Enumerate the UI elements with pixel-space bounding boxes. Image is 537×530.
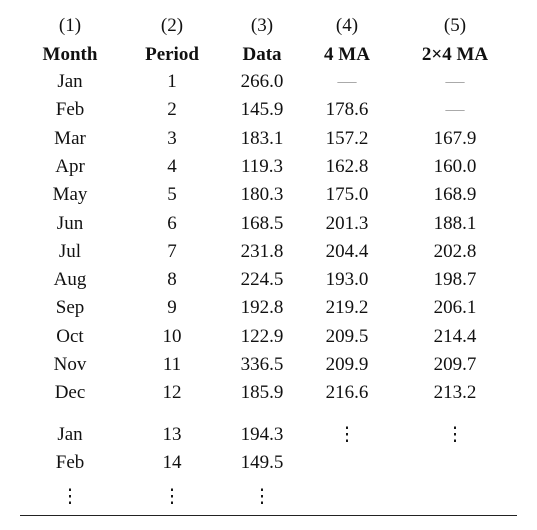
table-cell: 213.2 xyxy=(433,382,477,404)
table-cell: 13 xyxy=(162,424,182,445)
table-cell: 11 xyxy=(162,354,182,375)
column-header: 4 MA xyxy=(324,44,370,65)
table-cell: 202.8 xyxy=(433,240,477,262)
table-cell: ⋮ xyxy=(445,424,465,446)
column-header: Month xyxy=(42,44,98,65)
table-cell: 224.5 xyxy=(240,269,284,291)
table-cell: 192.8 xyxy=(240,297,284,319)
table-cell: Nov xyxy=(53,354,87,375)
table-cell: 198.7 xyxy=(433,269,477,291)
column-header: Data xyxy=(242,44,282,65)
table-cell: 193.0 xyxy=(325,269,369,291)
table-cell: ⋮ xyxy=(337,424,357,446)
table-cell: 168.9 xyxy=(433,184,477,206)
column-number: (2) xyxy=(160,15,184,36)
table-cell: 168.5 xyxy=(240,212,284,234)
table-cell: Jul xyxy=(58,240,82,262)
table-cell: 180.3 xyxy=(240,184,284,206)
table-cell: Jan xyxy=(57,424,83,445)
column-number: (5) xyxy=(443,15,467,36)
table-cell: 231.8 xyxy=(240,240,284,262)
table-cell: 1 xyxy=(167,71,177,92)
table-cell: 2 xyxy=(167,99,177,121)
table-cell: 160.0 xyxy=(433,155,477,177)
table-cell: 209.9 xyxy=(325,354,369,375)
table-cell: 178.6 xyxy=(325,99,369,121)
table-cell: 122.9 xyxy=(240,325,284,347)
table-cell: ⋮ xyxy=(252,486,272,508)
table-cell: 167.9 xyxy=(433,127,477,149)
table-cell: 9 xyxy=(167,297,177,319)
table-cell: 6 xyxy=(167,212,177,234)
table-cell: — xyxy=(445,71,465,92)
table-cell: 336.5 xyxy=(240,354,284,375)
table-cell: 12 xyxy=(162,382,182,404)
table-cell: — xyxy=(337,71,357,92)
table-cell: 209.5 xyxy=(325,325,369,347)
table-cell: Feb xyxy=(55,99,85,121)
table-cell: Aug xyxy=(53,269,87,291)
table-cell: 188.1 xyxy=(433,212,477,234)
column-header: 2×4 MA xyxy=(421,44,489,65)
table-cell: Jun xyxy=(56,212,84,234)
table-cell: 214.4 xyxy=(433,325,477,347)
table-cell: Dec xyxy=(54,382,86,404)
table-cell: 7 xyxy=(167,240,177,262)
table-cell: Mar xyxy=(54,127,86,149)
table-cell: — xyxy=(445,99,465,121)
table-cell: 145.9 xyxy=(240,99,284,121)
table-cell: 149.5 xyxy=(240,452,284,473)
table-cell: Jan xyxy=(57,71,83,92)
table-cell: 8 xyxy=(167,269,177,291)
table-cell: 5 xyxy=(167,184,177,206)
column-number: (1) xyxy=(58,15,82,36)
table-cell: 185.9 xyxy=(240,382,284,404)
table-cell: 206.1 xyxy=(433,297,477,319)
table-cell: 209.7 xyxy=(433,354,477,375)
table-cell: Sep xyxy=(55,297,85,319)
bottom-rule xyxy=(20,515,517,516)
table-cell: Apr xyxy=(55,155,85,177)
table-cell: 266.0 xyxy=(240,71,284,92)
table-cell: ⋮ xyxy=(162,486,182,508)
column-header: Period xyxy=(145,44,199,65)
table-cell: 119.3 xyxy=(240,155,284,177)
table-cell: Oct xyxy=(56,325,84,347)
table-cell: 204.4 xyxy=(325,240,369,262)
table-cell: Feb xyxy=(55,452,85,473)
table-cell: 10 xyxy=(162,325,182,347)
table-cell: May xyxy=(52,184,88,206)
table-cell: 14 xyxy=(162,452,182,473)
column-number: (3) xyxy=(250,15,274,36)
table-cell: 3 xyxy=(167,127,177,149)
table-cell: ⋮ xyxy=(60,486,80,508)
table-cell: 175.0 xyxy=(325,184,369,206)
table-cell: 219.2 xyxy=(325,297,369,319)
table-cell: 216.6 xyxy=(325,382,369,404)
table-cell: 194.3 xyxy=(240,424,284,445)
table-cell: 183.1 xyxy=(240,127,284,149)
column-number: (4) xyxy=(335,15,359,36)
table-cell: 162.8 xyxy=(325,155,369,177)
table-cell: 157.2 xyxy=(325,127,369,149)
table-cell: 201.3 xyxy=(325,212,369,234)
table-cell: 4 xyxy=(167,155,177,177)
